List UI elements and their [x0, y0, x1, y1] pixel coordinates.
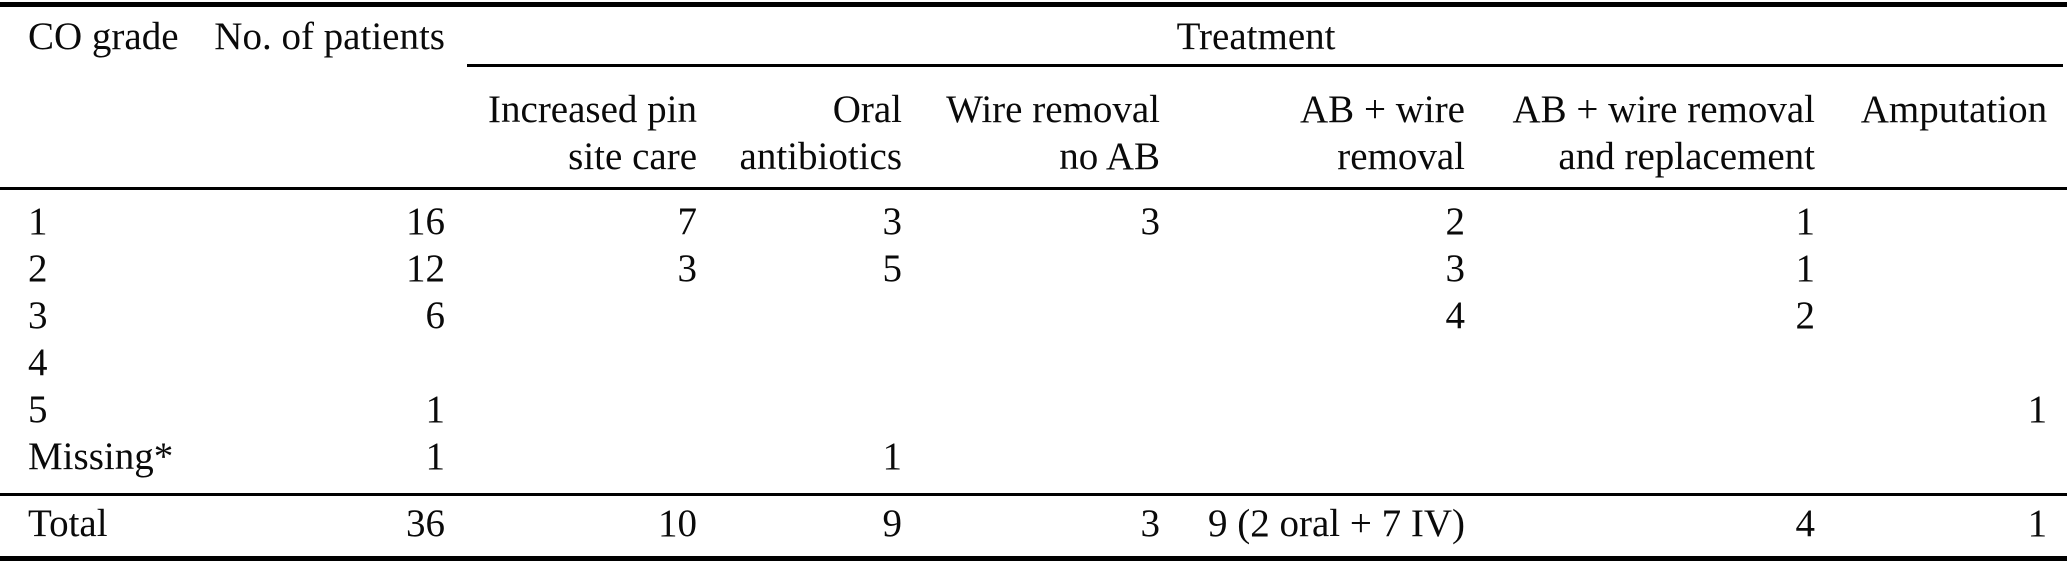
cell-patients: 6 — [425, 294, 446, 337]
table-row-grade-2: 2 12 3 5 3 1 — [0, 245, 2067, 292]
cell-total-pin-site-care: 10 — [658, 502, 697, 545]
cell-ab-wire-removal — [1160, 433, 1465, 496]
header-row-top: CO grade No. of patients Treatment — [0, 4, 2067, 190]
header-co-grade: CO grade — [0, 4, 179, 190]
cell-total-patients: 36 — [406, 502, 445, 545]
cell-total-amputation: 1 — [2027, 502, 2048, 545]
cell-wire-removal-no-ab — [902, 386, 1160, 433]
cell-oral-antibiotics — [697, 386, 902, 433]
cell-wire-removal-no-ab — [902, 245, 1160, 292]
cell-ab-wire-removal — [1160, 339, 1465, 386]
table-row-grade-3: 3 6 4 2 — [0, 292, 2067, 339]
cell-wire-removal-no-ab — [902, 292, 1160, 339]
cell-grade: 4 — [28, 341, 48, 384]
cell-oral-antibiotics: 3 — [882, 200, 903, 243]
cell-ab-wire-removal: 2 — [1445, 200, 1466, 243]
cell-ab-wire-removal: 3 — [1445, 247, 1466, 290]
subheader-line1: Wire removal — [946, 87, 1160, 131]
header-no-of-patients: No. of patients — [175, 4, 445, 190]
cell-oral-antibiotics — [697, 292, 902, 339]
cell-total-wire-removal-no-ab: 3 — [1140, 502, 1161, 545]
cell-patients: 16 — [406, 200, 445, 243]
cell-ab-wire-removal: 4 — [1445, 294, 1466, 337]
subheader-increased-pin-site-care: Increased pin site care — [445, 66, 697, 190]
cell-patients: 12 — [406, 247, 445, 290]
cell-amputation — [1815, 433, 2067, 496]
cell-amputation — [1815, 245, 2067, 292]
cell-total-label: Total — [28, 502, 108, 545]
cell-amputation — [1815, 292, 2067, 339]
subheader-line2: site care — [568, 134, 697, 178]
cell-grade: 1 — [28, 200, 48, 243]
cell-total-oral-antibiotics: 9 — [882, 502, 903, 545]
cell-ab-wire-removal-replacement — [1465, 433, 1815, 496]
cell-oral-antibiotics — [697, 339, 902, 386]
cell-grade: 2 — [28, 247, 48, 290]
cell-pin-site-care — [445, 433, 697, 496]
subheader-ab-wire-removal-replacement: AB + wire removal and replacement — [1465, 66, 1816, 190]
cell-grade: 5 — [28, 388, 48, 431]
cell-patients: 1 — [175, 433, 445, 496]
cell-ab-wire-removal-replacement: 1 — [1795, 247, 1816, 290]
header-row-sub: Increased pin site care Oral antibiotics… — [0, 66, 2067, 190]
cell-total-ab-wire-removal: 9 (2 oral + 7 IV) — [1207, 502, 1465, 545]
cell-ab-wire-removal-replacement — [1465, 339, 1815, 386]
cell-ab-wire-removal-replacement — [1465, 386, 1815, 433]
cell-pin-site-care: 7 — [677, 200, 698, 243]
cell-grade: 3 — [28, 294, 48, 337]
table-row-missing: Missing* 1 1 — [0, 433, 2067, 496]
table-row-grade-1: 1 16 7 3 3 2 1 — [0, 189, 2067, 246]
subheader-line2: and replacement — [1558, 134, 1815, 178]
cell-amputation: 1 — [2027, 388, 2048, 431]
subheader-wire-removal-no-ab: Wire removal no AB — [902, 66, 1160, 190]
cell-ab-wire-removal — [1160, 386, 1465, 433]
table-row-grade-4: 4 — [0, 339, 2067, 386]
table-row-grade-5: 5 1 1 — [0, 386, 2067, 433]
cell-ab-wire-removal-replacement: 2 — [1795, 294, 1816, 337]
cell-wire-removal-no-ab — [902, 433, 1160, 496]
cell-grade: Missing* — [0, 433, 175, 496]
header-treatment-label: Treatment — [1176, 15, 1336, 58]
cell-pin-site-care — [445, 292, 697, 339]
cell-amputation — [1815, 339, 2067, 386]
cell-ab-wire-removal-replacement: 1 — [1795, 200, 1816, 243]
cell-amputation — [1815, 189, 2067, 246]
cell-pin-site-care: 3 — [677, 247, 698, 290]
subheader-line1: AB + wire — [1300, 87, 1465, 131]
cell-total-ab-wire-removal-replacement: 4 — [1795, 502, 1816, 545]
subheader-ab-wire-removal: AB + wire removal — [1160, 66, 1465, 190]
total-row: Total 36 10 9 3 9 (2 oral + 7 IV) 4 1 — [0, 495, 2067, 559]
subheader-oral-antibiotics: Oral antibiotics — [697, 66, 902, 190]
cell-pin-site-care — [445, 339, 697, 386]
cell-oral-antibiotics: 1 — [697, 433, 902, 496]
subheader-line1: Oral — [832, 87, 902, 131]
subheader-amputation: Amputation — [1815, 66, 2067, 190]
treatment-underline-rule — [467, 63, 2064, 67]
cell-wire-removal-no-ab — [902, 339, 1160, 386]
subheader-line1: Amputation — [1860, 87, 2048, 131]
cell-oral-antibiotics: 5 — [882, 247, 903, 290]
cell-patients — [175, 339, 445, 386]
subheader-line1: AB + wire removal — [1512, 87, 1816, 131]
subheader-line2: antibiotics — [739, 134, 902, 178]
cell-patients: 1 — [425, 388, 446, 431]
cell-pin-site-care — [445, 386, 697, 433]
subheader-line1: Increased pin — [488, 87, 697, 131]
subheader-line2: removal — [1337, 134, 1465, 178]
cell-wire-removal-no-ab: 3 — [1140, 200, 1161, 243]
header-treatment-group: Treatment — [445, 5, 2067, 67]
subheader-line2: no AB — [1059, 134, 1160, 178]
